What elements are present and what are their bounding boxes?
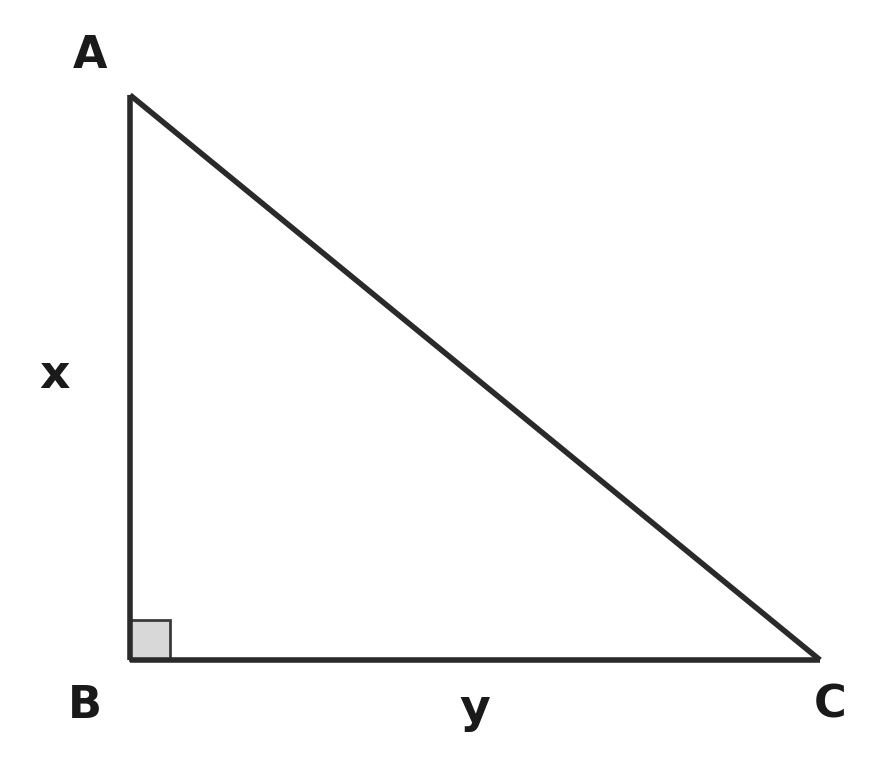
Text: C: C — [813, 683, 846, 727]
Text: x: x — [40, 352, 70, 397]
Bar — [130, 620, 170, 660]
Text: B: B — [68, 683, 102, 727]
Text: A: A — [73, 33, 107, 77]
Text: y: y — [460, 687, 490, 733]
